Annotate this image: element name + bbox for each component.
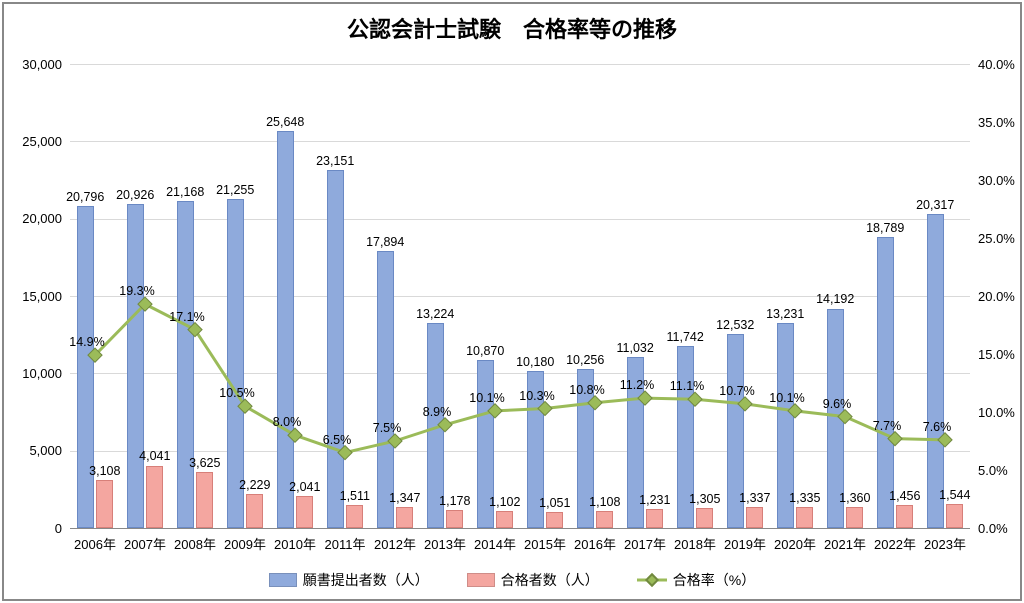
line-label-passrate: 10.1% — [469, 391, 504, 405]
legend-item: 願書提出者数（人） — [269, 570, 429, 590]
ytick-left: 15,000 — [22, 289, 62, 304]
line-label-passrate: 19.3% — [119, 284, 154, 298]
plot-area: 05,00010,00015,00020,00025,00030,0000.0%… — [70, 64, 970, 528]
ytick-left: 20,000 — [22, 211, 62, 226]
ytick-right: 25.0% — [978, 231, 1015, 246]
legend-label: 合格者数（人） — [501, 570, 599, 590]
xaxis-category: 2006年 — [74, 534, 116, 553]
xaxis-category: 2022年 — [874, 534, 916, 553]
xaxis-category: 2011年 — [325, 534, 366, 553]
ytick-left: 10,000 — [22, 366, 62, 381]
ytick-left: 5,000 — [29, 443, 62, 458]
gridline — [70, 528, 970, 529]
line-label-passrate: 10.1% — [769, 391, 804, 405]
line-label-passrate: 10.7% — [719, 384, 754, 398]
xaxis-category: 2021年 — [824, 534, 866, 553]
chart-container: 公認会計士試験 合格率等の推移 05,00010,00015,00020,000… — [0, 0, 1024, 603]
xaxis-category: 2019年 — [724, 534, 766, 553]
line-label-passrate: 9.6% — [823, 397, 852, 411]
line-label-passrate: 7.7% — [873, 419, 902, 433]
legend-swatch-bar — [467, 573, 495, 587]
ytick-right: 0.0% — [978, 521, 1008, 536]
ytick-right: 10.0% — [978, 405, 1015, 420]
ytick-left: 25,000 — [22, 134, 62, 149]
legend: 願書提出者数（人） 合格者数（人） 合格率（%） — [0, 570, 1024, 590]
line-label-passrate: 10.8% — [569, 383, 604, 397]
line-label-passrate: 7.6% — [923, 420, 952, 434]
xaxis-category: 2020年 — [774, 534, 816, 553]
xaxis-category: 2017年 — [624, 534, 666, 553]
ytick-left: 30,000 — [22, 57, 62, 72]
legend-item: 合格率（%） — [637, 570, 755, 590]
line-label-passrate: 7.5% — [373, 421, 402, 435]
line-label-passrate: 8.9% — [423, 405, 452, 419]
xaxis-category: 2008年 — [174, 534, 216, 553]
line-label-passrate: 11.1% — [670, 379, 705, 393]
line-label-passrate: 11.2% — [620, 378, 655, 392]
legend-swatch-bar — [269, 573, 297, 587]
xaxis-category: 2015年 — [524, 534, 566, 553]
line-label-passrate: 17.1% — [169, 310, 204, 324]
xaxis-category: 2016年 — [574, 534, 616, 553]
xaxis-category: 2012年 — [374, 534, 416, 553]
line-label-passrate: 14.9% — [69, 335, 104, 349]
line-label-passrate: 8.0% — [273, 415, 302, 429]
ytick-left: 0 — [55, 521, 62, 536]
legend-swatch-line — [637, 573, 667, 587]
xaxis-category: 2013年 — [424, 534, 466, 553]
xaxis-category: 2009年 — [224, 534, 266, 553]
ytick-right: 15.0% — [978, 347, 1015, 362]
ytick-right: 30.0% — [978, 173, 1015, 188]
legend-item: 合格者数（人） — [467, 570, 599, 590]
xaxis-category: 2018年 — [674, 534, 716, 553]
line-label-passrate: 10.5% — [219, 386, 254, 400]
xaxis-category: 2014年 — [474, 534, 516, 553]
xaxis-category: 2010年 — [274, 534, 316, 553]
legend-label: 合格率（%） — [673, 570, 755, 590]
xaxis-category: 2023年 — [924, 534, 966, 553]
xaxis-category: 2007年 — [124, 534, 166, 553]
ytick-right: 5.0% — [978, 463, 1008, 478]
line-label-passrate: 6.5% — [323, 433, 352, 447]
line-label-passrate: 10.3% — [519, 389, 554, 403]
ytick-right: 35.0% — [978, 115, 1015, 130]
pass-rate-line — [70, 64, 970, 528]
ytick-right: 40.0% — [978, 57, 1015, 72]
legend-label: 願書提出者数（人） — [303, 570, 429, 590]
chart-title: 公認会計士試験 合格率等の推移 — [0, 12, 1024, 44]
ytick-right: 20.0% — [978, 289, 1015, 304]
